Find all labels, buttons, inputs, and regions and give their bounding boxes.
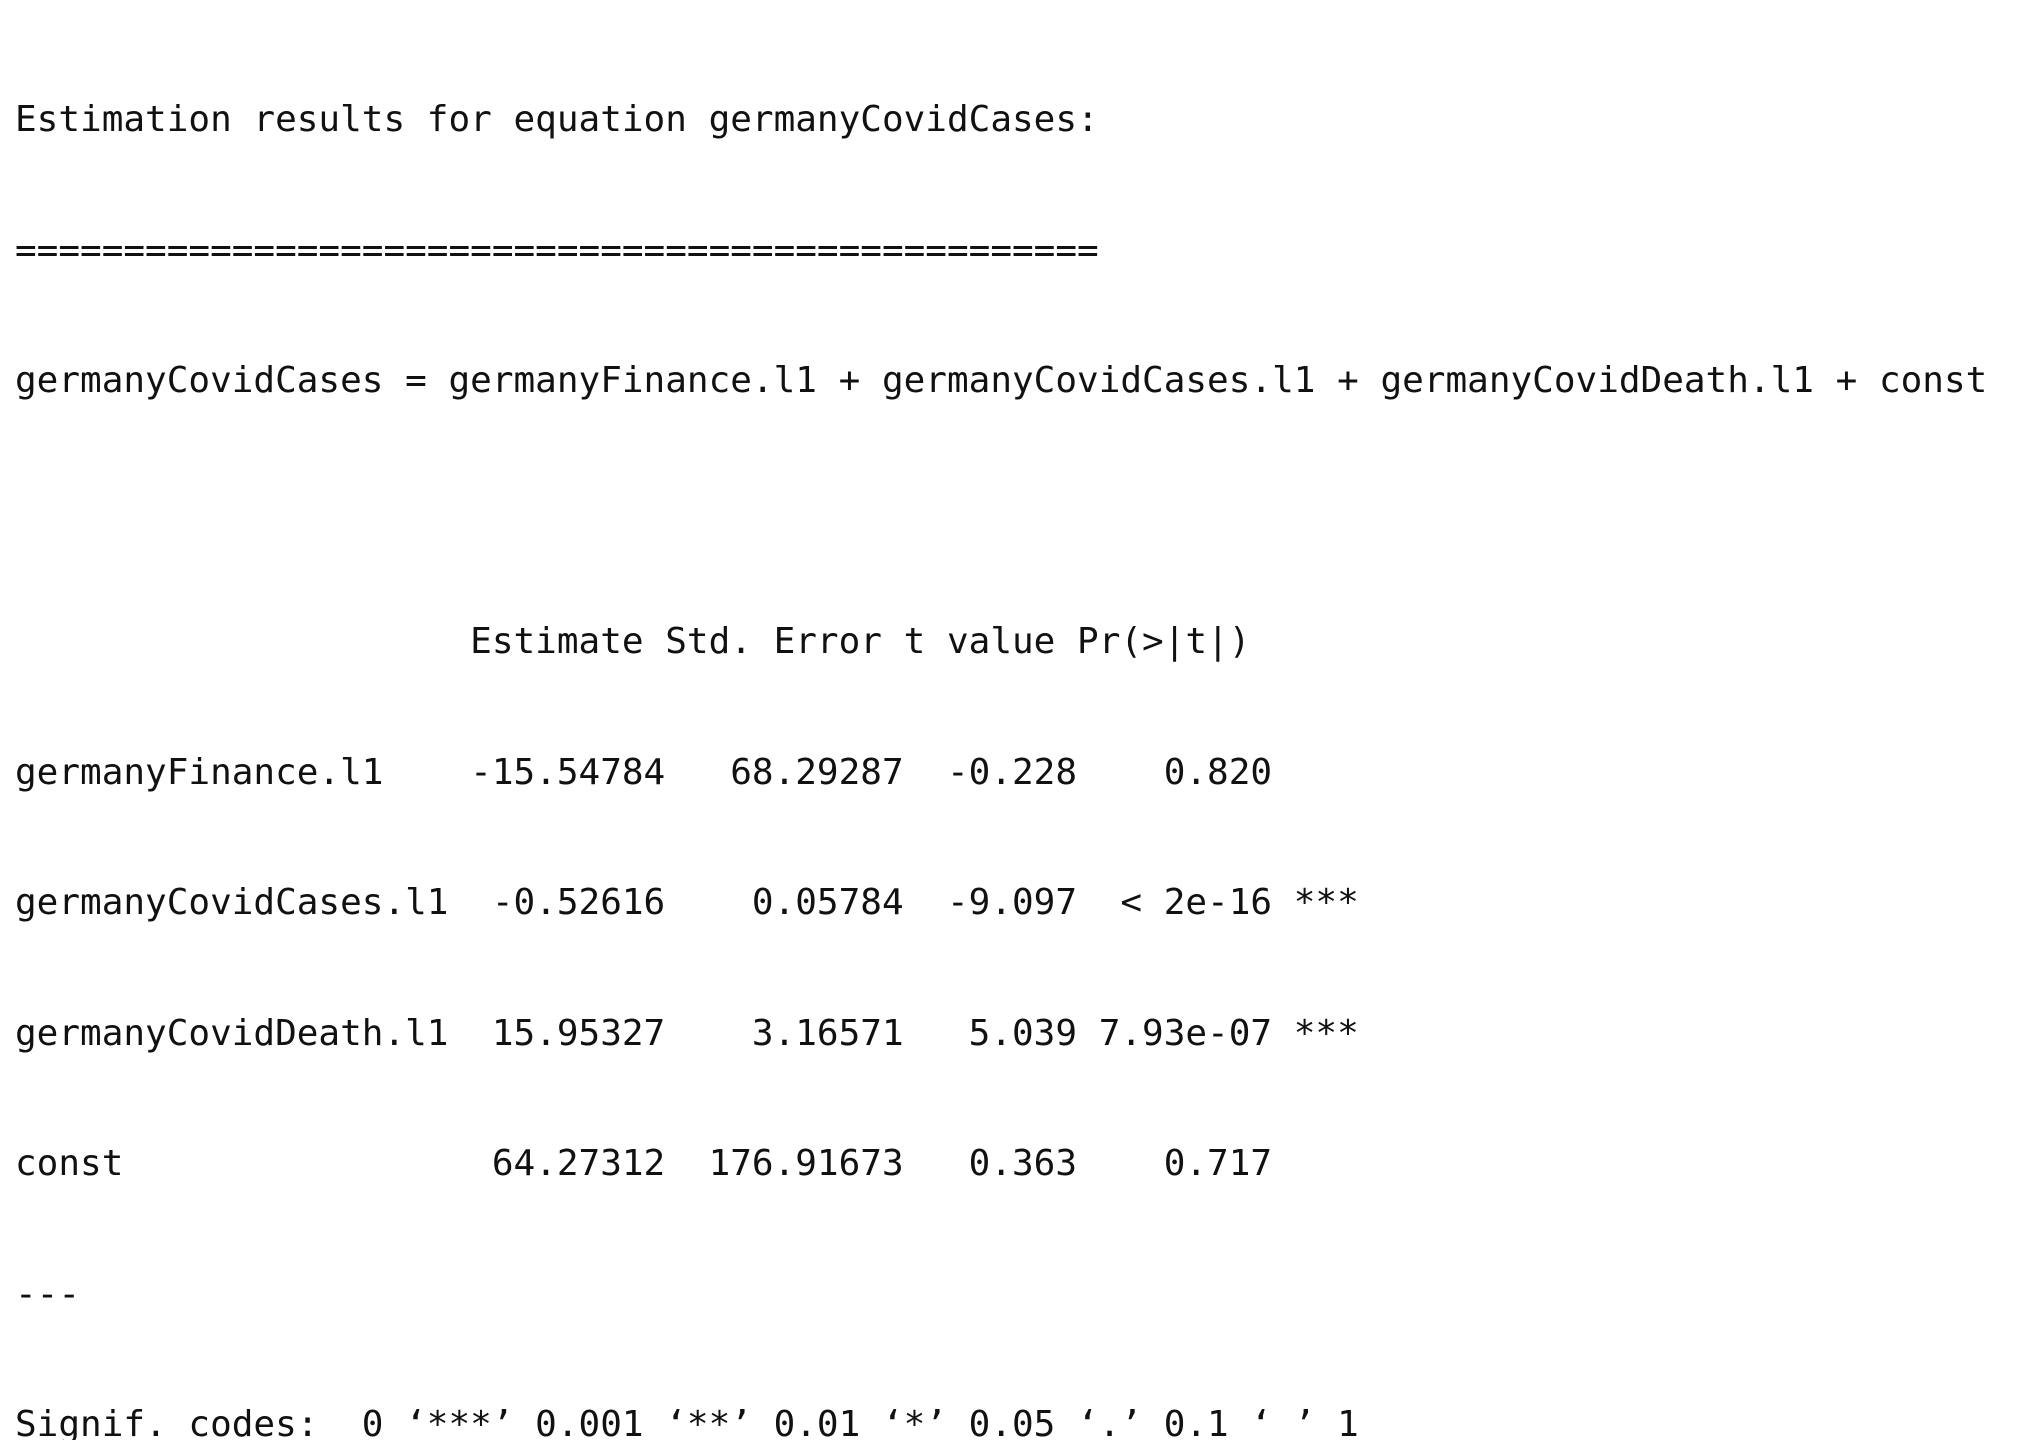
blank-line — [15, 490, 1987, 534]
separator-line: ========================================… — [15, 229, 1099, 271]
coef-row-const: const 64.27312 176.91673 0.363 0.717 — [15, 1143, 1359, 1184]
coef-row-germanyCovidDeath: germanyCovidDeath.l1 15.95327 3.16571 5.… — [15, 1012, 1359, 1054]
coef-table-header: Estimate Std. Error t value Pr(>|t|) — [15, 621, 1338, 662]
coef-row-germanyFinance: germanyFinance.l1 -15.54784 68.29287 -0.… — [15, 751, 1359, 793]
title-line: Estimation results for equation germanyC… — [15, 99, 1099, 140]
coef-row-germanyCovidCases: germanyCovidCases.l1 -0.52616 0.05784 -9… — [15, 882, 1359, 923]
r-console-output: Estimation results for equation germanyC… — [15, 11, 1987, 1440]
dashes-line: --- — [15, 1273, 81, 1315]
equation-line: germanyCovidCases = germanyFinance.l1 + … — [15, 360, 1988, 401]
signif-codes-line: Signif. codes: 0 ‘***’ 0.001 ‘**’ 0.01 ‘… — [15, 1404, 1359, 1440]
